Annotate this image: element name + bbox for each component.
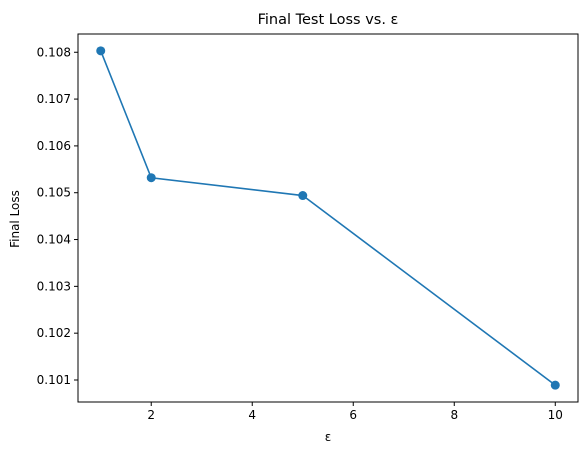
y-tick-label: 0.103 [37, 279, 71, 293]
x-tick-label: 6 [349, 408, 357, 422]
data-point [96, 46, 106, 56]
y-tick-label: 0.101 [37, 373, 71, 387]
chart-title: Final Test Loss vs. ε [258, 12, 399, 28]
x-axis-label: ε [325, 430, 332, 444]
y-axis-label: Final Loss [8, 190, 22, 248]
data-point [550, 380, 560, 390]
series-line [99, 50, 556, 386]
y-tick-label: 0.104 [37, 233, 71, 247]
x-tick-label: 4 [248, 408, 256, 422]
y-tick-label: 0.108 [37, 45, 71, 59]
y-tick-label: 0.106 [37, 139, 71, 153]
data-point [146, 173, 156, 183]
x-tick-label: 8 [450, 408, 458, 422]
x-tick-label: 10 [548, 408, 563, 422]
y-tick-label: 0.105 [37, 186, 71, 200]
axes-frame [77, 33, 579, 403]
plot-area: 2 4 6 8 10 0.101 0.102 0.103 0.104 0.105 0.106 0.10… [37, 45, 563, 422]
y-tick-label: 0.107 [37, 92, 71, 106]
data-point [298, 191, 308, 201]
x-tick-label: 2 [147, 408, 155, 422]
y-tick-label: 0.102 [37, 326, 71, 340]
